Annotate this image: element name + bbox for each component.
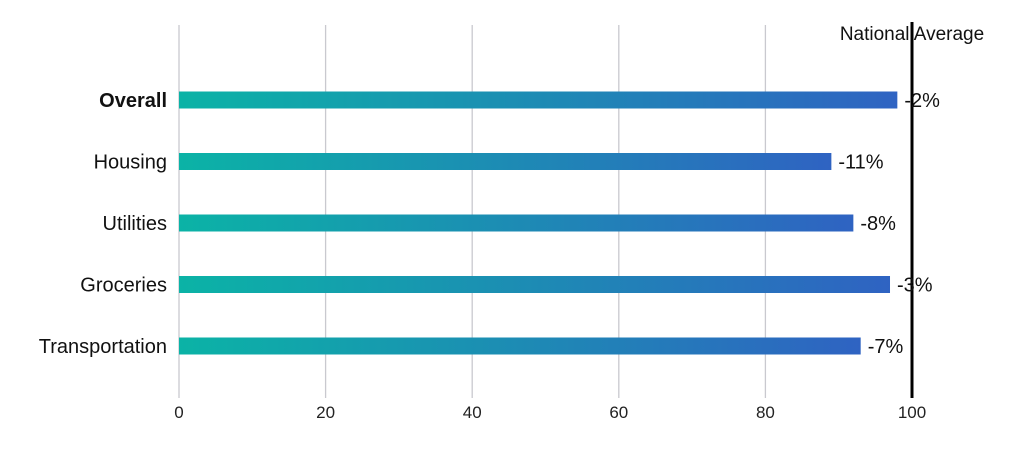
category-label: Transportation — [39, 336, 167, 358]
bars — [179, 91, 898, 355]
value-label: -2% — [904, 90, 940, 112]
category-label: Groceries — [80, 275, 167, 297]
bar-housing — [179, 153, 832, 170]
value-label: -3% — [897, 275, 933, 297]
category-label: Overall — [99, 90, 167, 112]
labels: 0 20 40 60 80 100 Overall -2% Housing -11% Utiliti… — [39, 24, 984, 422]
category-label: Utilities — [103, 213, 167, 235]
bar-transportation — [179, 337, 861, 355]
x-tick-label: 60 — [609, 403, 628, 422]
national-average-label: National Average — [840, 24, 984, 45]
x-tick-label: 0 — [174, 403, 183, 422]
value-label: -11% — [838, 152, 883, 174]
x-tick-label: 100 — [898, 403, 926, 422]
x-tick-label: 20 — [316, 403, 335, 422]
value-label: -8% — [860, 213, 896, 235]
value-label: -7% — [868, 336, 904, 358]
bar-overall — [179, 91, 898, 109]
grid-lines — [178, 25, 767, 398]
bar-groceries — [179, 276, 891, 293]
x-tick-label: 40 — [463, 403, 482, 422]
x-tick-label: 80 — [756, 403, 775, 422]
category-label: Housing — [94, 152, 167, 174]
bar-utilities — [179, 214, 854, 232]
